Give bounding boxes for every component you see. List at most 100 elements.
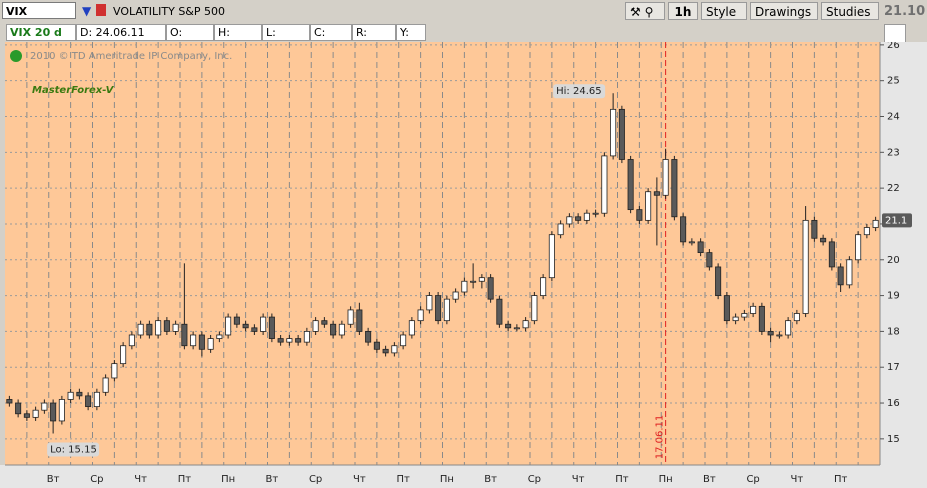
copyright: 2010 © TD Ameritrade IP Company, Inc. [30, 51, 232, 62]
candle-body [181, 323, 188, 347]
candle-body [478, 277, 485, 282]
drawings-button[interactable]: Drawings [750, 2, 818, 20]
candle-body [776, 334, 783, 337]
candle-body [155, 320, 162, 336]
y-tick-label: 18 [887, 326, 900, 337]
y-tick-label: 23 [887, 147, 900, 158]
chart-icon[interactable] [884, 24, 906, 43]
candle-body [435, 295, 442, 322]
candle-body [128, 334, 135, 347]
candle-body [548, 234, 555, 279]
info-cell: C: 21.1 [310, 24, 352, 55]
symbol-arrow[interactable]: ▼ [82, 4, 92, 18]
candle-body [111, 363, 118, 379]
y-tick-label: 25 [887, 76, 900, 87]
candle-body [470, 280, 477, 283]
link-icon[interactable] [96, 4, 106, 16]
candle-body [251, 327, 258, 332]
candle-body [855, 234, 862, 261]
candle-body [531, 295, 538, 322]
candle-body [671, 159, 678, 218]
candle-body [575, 216, 582, 221]
candle-body [680, 216, 687, 243]
x-tick-label: Вт [703, 474, 716, 485]
info-cell: H: 21.17 [214, 24, 262, 55]
candle-body [58, 399, 65, 422]
candle-body [41, 402, 48, 411]
candle-body [356, 309, 363, 332]
candle-body [741, 313, 748, 318]
tools-button[interactable]: ⚒ ⚲ [625, 2, 665, 20]
candle-body [198, 334, 205, 350]
candle-body [295, 338, 302, 343]
symbol-box[interactable]: VIX [2, 2, 76, 19]
candle-body [828, 241, 835, 268]
candle-body [715, 266, 722, 296]
candle-body [330, 323, 337, 336]
candle-body [452, 291, 459, 300]
y-tick-label: 16 [887, 398, 900, 409]
candle-body [365, 331, 372, 343]
candle-body [32, 409, 39, 418]
candle-body [85, 395, 92, 408]
x-tick-label: Пт [396, 474, 410, 485]
candle-body [513, 327, 520, 330]
x-tick-label: Пт [834, 474, 848, 485]
y-tick-label: 20 [887, 255, 900, 266]
y-axis-area [880, 42, 927, 488]
candle-body [277, 338, 284, 343]
y-tick-label: 15 [887, 434, 900, 445]
candle-body [461, 280, 468, 293]
candle-body [172, 323, 179, 332]
aggregation-button[interactable]: 1h [668, 2, 698, 20]
candle-body [225, 316, 232, 336]
candle-body [321, 320, 328, 325]
candle-body [601, 155, 608, 214]
chart: 1516171819202122232425262010 © TD Amerit… [0, 42, 927, 488]
candle-body [697, 241, 704, 254]
candle-body [820, 237, 827, 243]
x-tick-label: Пн [659, 474, 673, 485]
candle-body [653, 191, 660, 196]
candle-body [610, 108, 617, 157]
x-tick-label: Ср [309, 474, 322, 485]
candle-body [286, 338, 293, 343]
x-axis-area [0, 465, 880, 488]
style-button[interactable]: Style [701, 2, 747, 20]
date-marker-label: 17.06.11 [655, 415, 666, 460]
candle-body [15, 402, 22, 415]
candle-body [618, 108, 625, 160]
candle-body [207, 338, 214, 350]
candle-body [758, 305, 765, 332]
x-tick-label: Ср [746, 474, 759, 485]
candle-body [67, 391, 74, 400]
candle-body [93, 391, 100, 408]
candle-body [426, 295, 433, 311]
candle-body [583, 212, 590, 221]
candle-body [662, 159, 669, 196]
candle-body [400, 334, 407, 347]
candle-body [382, 348, 389, 354]
candle-body [23, 413, 30, 418]
candle-body [505, 323, 512, 329]
x-tick-label: Пн [221, 474, 235, 485]
y-tick-label: 22 [887, 183, 900, 194]
candle-body [636, 209, 643, 221]
info-cell: R: 0.08 [352, 24, 396, 55]
candle-body [50, 402, 57, 422]
candle-body [785, 320, 792, 336]
candle-body [863, 227, 870, 236]
x-tick-label: Вт [47, 474, 60, 485]
candle-body [627, 159, 634, 211]
candle-body [268, 316, 275, 339]
candle-body [312, 320, 319, 332]
candle-body [723, 295, 730, 322]
x-tick-label: Чт [134, 474, 147, 485]
candle-body [233, 316, 240, 325]
symbol-description: VOLATILITY S&P 500 [113, 5, 225, 18]
x-tick-label: Пт [178, 474, 192, 485]
studies-button[interactable]: Studies [821, 2, 879, 20]
candle-body [566, 216, 573, 225]
candle-body [242, 323, 249, 329]
